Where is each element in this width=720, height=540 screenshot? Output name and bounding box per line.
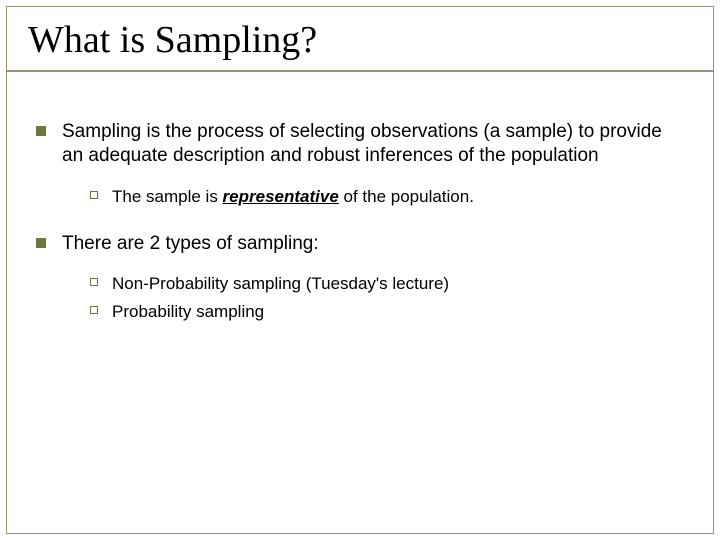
hollow-square-bullet-icon bbox=[90, 278, 98, 286]
sub-list: The sample is representative of the popu… bbox=[90, 186, 684, 208]
hollow-square-bullet-icon bbox=[90, 306, 98, 314]
slide-content: Sampling is the process of selecting obs… bbox=[36, 120, 684, 348]
hollow-square-bullet-icon bbox=[90, 191, 98, 199]
sub-list-item: Non-Probability sampling (Tuesday's lect… bbox=[90, 273, 684, 295]
sub-list-item: The sample is representative of the popu… bbox=[90, 186, 684, 208]
slide-title: What is Sampling? bbox=[28, 18, 317, 62]
list-item: There are 2 types of sampling: bbox=[36, 232, 684, 256]
keyword-emphasis: representative bbox=[223, 187, 339, 206]
title-underline bbox=[6, 70, 714, 72]
square-bullet-icon bbox=[36, 126, 46, 136]
sub-list-item-text: Non-Probability sampling (Tuesday's lect… bbox=[112, 273, 449, 295]
sub-list: Non-Probability sampling (Tuesday's lect… bbox=[90, 273, 684, 323]
list-item: Sampling is the process of selecting obs… bbox=[36, 120, 684, 168]
sub-list-item: Probability sampling bbox=[90, 301, 684, 323]
sub-list-item-text: The sample is representative of the popu… bbox=[112, 186, 474, 208]
square-bullet-icon bbox=[36, 238, 46, 248]
list-item-text: There are 2 types of sampling: bbox=[62, 232, 319, 256]
sub-list-item-text: Probability sampling bbox=[112, 301, 264, 323]
list-item-text: Sampling is the process of selecting obs… bbox=[62, 120, 684, 168]
